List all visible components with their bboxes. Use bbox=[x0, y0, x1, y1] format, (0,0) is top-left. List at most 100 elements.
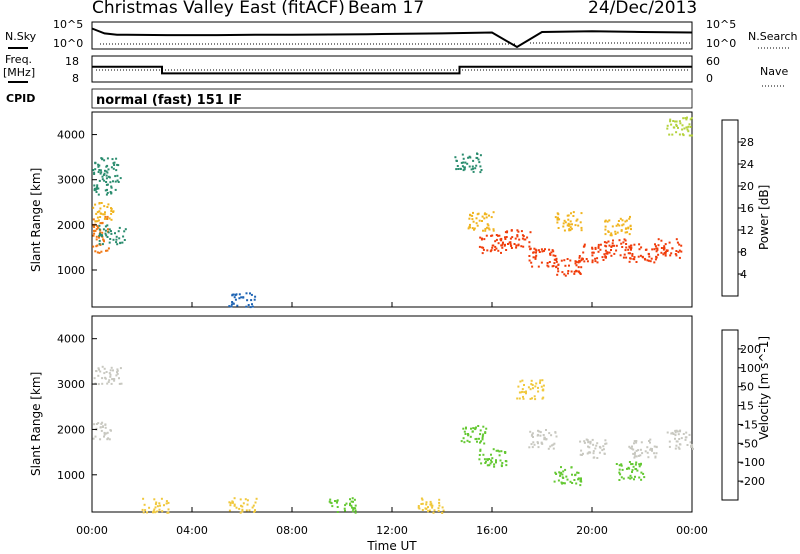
data-cell-11 bbox=[668, 445, 671, 448]
data-cell-0 bbox=[99, 222, 102, 225]
data-cell-2 bbox=[156, 510, 159, 513]
data-cell-15 bbox=[678, 256, 681, 259]
data-cell-10 bbox=[637, 449, 640, 452]
data-cell-6 bbox=[457, 168, 460, 170]
data-cell-10 bbox=[633, 456, 636, 459]
data-cell-5 bbox=[115, 241, 118, 244]
data-cell-11 bbox=[557, 267, 559, 270]
data-cell-19 bbox=[247, 304, 250, 306]
data-cell-10 bbox=[538, 251, 541, 253]
data-cell-6 bbox=[479, 171, 482, 174]
data-cell-9 bbox=[586, 439, 589, 442]
data-cell-16 bbox=[576, 218, 579, 221]
data-cell-2 bbox=[110, 207, 112, 210]
data-cell-15 bbox=[656, 247, 659, 250]
data-cell-9 bbox=[594, 447, 597, 450]
data-cell-15 bbox=[662, 248, 665, 251]
data-cell-6 bbox=[460, 161, 463, 164]
data-cell-16 bbox=[580, 226, 583, 229]
data-cell-14 bbox=[654, 245, 657, 248]
data-cell-1 bbox=[92, 245, 95, 248]
data-cell-0 bbox=[107, 228, 109, 231]
noise-tick-top-right: 10^5 bbox=[706, 18, 736, 31]
data-cell-14 bbox=[653, 248, 656, 251]
data-cell-5 bbox=[114, 232, 116, 235]
data-cell-13 bbox=[632, 465, 635, 468]
data-cell-1 bbox=[119, 367, 122, 370]
data-cell-1 bbox=[110, 366, 113, 369]
data-cell-3 bbox=[103, 172, 106, 175]
data-cell-18 bbox=[684, 117, 687, 120]
data-cell-16 bbox=[570, 227, 573, 230]
data-cell-14 bbox=[650, 257, 653, 260]
data-cell-12 bbox=[561, 476, 564, 479]
data-cell-1 bbox=[94, 250, 97, 253]
data-cell-1 bbox=[102, 239, 105, 242]
data-cell-19 bbox=[245, 305, 248, 308]
data-cell-13 bbox=[610, 249, 612, 251]
beam-label: Beam 17 bbox=[348, 0, 424, 18]
data-cell-0 bbox=[103, 433, 106, 436]
data-cell-13 bbox=[624, 249, 627, 252]
data-cell-15 bbox=[664, 254, 667, 257]
data-cell-16 bbox=[567, 218, 570, 221]
data-cell-10 bbox=[543, 249, 545, 252]
data-cell-4 bbox=[336, 506, 339, 508]
colorbar-tick-label: 16 bbox=[740, 202, 754, 215]
data-cell-4 bbox=[93, 189, 96, 192]
data-cell-11 bbox=[685, 436, 688, 439]
data-cell-5 bbox=[104, 232, 107, 235]
data-cell-9 bbox=[516, 234, 519, 237]
data-cell-12 bbox=[591, 261, 594, 264]
data-cell-1 bbox=[97, 383, 100, 386]
data-cell-19 bbox=[234, 298, 237, 301]
data-cell-12 bbox=[594, 260, 597, 263]
data-cell-9 bbox=[513, 243, 516, 245]
data-cell-15 bbox=[670, 252, 673, 255]
data-cell-13 bbox=[629, 477, 632, 480]
data-cell-16 bbox=[567, 222, 570, 225]
data-cell-3 bbox=[253, 510, 256, 513]
data-cell-15 bbox=[678, 249, 681, 252]
data-cell-11 bbox=[666, 431, 669, 434]
data-cell-14 bbox=[537, 390, 540, 393]
data-cell-19 bbox=[238, 297, 241, 300]
data-cell-6 bbox=[484, 431, 487, 434]
data-cell-2 bbox=[146, 511, 148, 514]
data-cell-1 bbox=[95, 245, 98, 248]
data-cell-12 bbox=[560, 466, 562, 469]
data-cell-14 bbox=[649, 260, 652, 263]
x-tick-label: 12:00 bbox=[376, 524, 408, 537]
data-cell-4 bbox=[351, 510, 354, 513]
x-tick-label: 04:00 bbox=[176, 524, 208, 537]
data-cell-18 bbox=[675, 131, 678, 134]
data-cell-12 bbox=[581, 258, 584, 260]
data-cell-13 bbox=[621, 246, 624, 248]
data-cell-0 bbox=[104, 216, 107, 218]
data-cell-5 bbox=[115, 235, 118, 238]
data-cell-6 bbox=[471, 165, 474, 168]
data-cell-2 bbox=[106, 206, 109, 208]
data-cell-4 bbox=[352, 507, 355, 510]
data-cell-3 bbox=[98, 164, 101, 167]
data-cell-3 bbox=[116, 163, 119, 166]
data-cell-5 bbox=[98, 228, 101, 231]
data-cell-4 bbox=[349, 502, 351, 505]
data-cell-2 bbox=[154, 503, 157, 506]
data-cell-0 bbox=[99, 231, 102, 234]
data-cell-6 bbox=[476, 153, 479, 155]
data-cell-1 bbox=[120, 382, 123, 385]
data-cell-3 bbox=[113, 164, 116, 166]
data-cell-14 bbox=[542, 388, 545, 391]
data-cell-7 bbox=[490, 216, 493, 219]
data-cell-17 bbox=[624, 220, 627, 223]
data-cell-17 bbox=[615, 224, 618, 227]
data-cell-10 bbox=[551, 265, 554, 268]
data-cell-16 bbox=[556, 212, 559, 215]
data-cell-8 bbox=[479, 236, 482, 239]
data-cell-3 bbox=[239, 498, 242, 501]
data-cell-11 bbox=[556, 273, 559, 276]
frequency-panel bbox=[91, 55, 693, 83]
data-cell-12 bbox=[597, 245, 600, 248]
data-cell-8 bbox=[531, 446, 534, 449]
